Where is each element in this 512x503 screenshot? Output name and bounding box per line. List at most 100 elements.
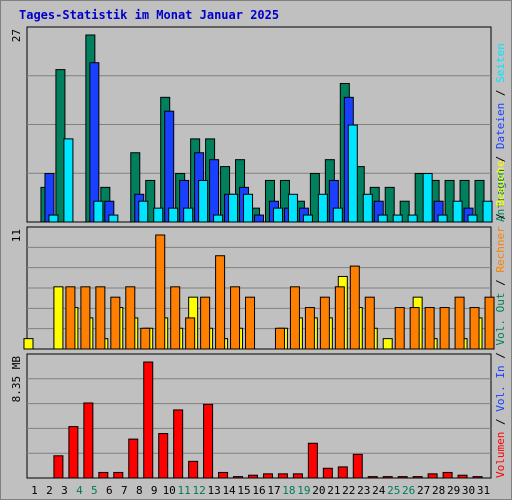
panel-3-scale-label: 8.35 MB — [10, 356, 23, 403]
bar-rechner-day-15 — [245, 296, 256, 350]
bar-seiten-day-30 — [467, 214, 478, 223]
bar-seiten-day-20 — [317, 193, 328, 223]
bar-seiten-day-23 — [362, 193, 373, 223]
bar-rechner-day-31 — [484, 296, 495, 350]
bar-rechner-day-7 — [125, 286, 136, 350]
bar-seiten-day-19 — [302, 214, 313, 223]
bar-rechner-day-27 — [424, 307, 435, 350]
bar-rechner-day-18 — [289, 286, 300, 350]
right-legend-panel-2-3: Volumen / Vol. In / Vol. Out / Rechner /… — [494, 160, 507, 478]
bar-volumen-day-23 — [352, 453, 363, 479]
bar-dateien-day-13 — [209, 159, 220, 223]
chart-title: Tages-Statistik im Monat Januar 2025 — [19, 8, 279, 22]
x-tick-label: 5 — [91, 484, 98, 497]
bar-rechner-day-14 — [230, 286, 241, 350]
bar-rechner-day-12 — [200, 296, 211, 350]
bar-besuche-day-25 — [382, 338, 393, 350]
bar-seiten-day-22 — [347, 124, 358, 223]
bar-seiten-day-10 — [168, 207, 179, 223]
x-tick-label: 9 — [151, 484, 158, 497]
legend-separator: / — [494, 206, 507, 226]
x-tick-label: 20 — [312, 484, 325, 497]
legend-separator: / — [494, 273, 507, 293]
panel-2-scale-label: 11 — [10, 229, 23, 242]
bar-volumen-day-8 — [128, 438, 139, 479]
bar-seiten-day-15 — [243, 193, 254, 223]
bar-rechner-day-6 — [110, 296, 121, 350]
bar-volumen-day-21 — [322, 467, 333, 479]
bar-volumen-day-29 — [442, 471, 453, 479]
bar-seiten-day-5 — [93, 200, 104, 223]
x-tick-label: 15 — [237, 484, 250, 497]
bar-volumen-day-3 — [53, 455, 64, 479]
bar-volumen-day-20 — [307, 442, 318, 479]
bar-volumen-day-25 — [382, 476, 393, 479]
bar-volumen-day-6 — [98, 471, 109, 479]
x-tick-label: 6 — [106, 484, 113, 497]
panel-1-scale-label: 27 — [10, 29, 23, 42]
bar-rechner-day-5 — [95, 286, 106, 350]
bar-rechner-day-11 — [185, 317, 196, 350]
bar-seiten-day-18 — [287, 193, 298, 223]
bar-rechner-day-21 — [334, 286, 345, 350]
x-tick-label: 29 — [447, 484, 460, 497]
x-tick-label: 17 — [267, 484, 280, 497]
legend-item: Rechner — [494, 226, 507, 273]
legend-item: Vol. Out — [494, 293, 507, 346]
x-tick-label: 10 — [163, 484, 176, 497]
bar-rechner-day-4 — [80, 286, 91, 350]
bar-seiten-day-29 — [452, 200, 463, 223]
panel-2: 11 — [10, 226, 495, 350]
bar-rechner-day-28 — [439, 307, 450, 350]
bar-seiten-day-14 — [228, 193, 239, 223]
bar-anfragen-day-25 — [384, 186, 395, 223]
x-tick-label: 16 — [252, 484, 265, 497]
bar-volumen-day-13 — [203, 403, 214, 479]
bar-rechner-day-10 — [170, 286, 181, 350]
bar-seiten-day-8 — [138, 200, 149, 223]
x-tick-label: 18 — [282, 484, 295, 497]
panel-1: 27 — [10, 26, 493, 223]
x-tick-label: 12 — [193, 484, 206, 497]
bar-besuche-day-3 — [53, 286, 64, 350]
bar-seiten-day-21 — [332, 207, 343, 223]
bar-dateien-day-5 — [89, 62, 100, 223]
legend-item: Vol. In — [494, 365, 507, 411]
x-tick-label: 1 — [31, 484, 38, 497]
bar-rechner-day-20 — [319, 296, 330, 350]
bar-rechner-day-8 — [140, 327, 151, 350]
panel-3-plot-area — [26, 353, 492, 479]
x-tick-label: 31 — [477, 484, 490, 497]
x-tick-label: 2 — [46, 484, 53, 497]
bar-rechner-day-9 — [155, 234, 166, 350]
bar-besuche-day-1 — [23, 338, 34, 350]
bar-volumen-day-27 — [412, 476, 423, 479]
bar-rechner-day-3 — [65, 286, 76, 350]
bar-volumen-day-16 — [248, 474, 258, 479]
legend-item: Anfragen — [494, 169, 507, 222]
bar-seiten-day-17 — [272, 207, 283, 223]
bar-seiten-day-26 — [407, 214, 418, 223]
bar-seiten-day-28 — [437, 214, 448, 223]
x-tick-label: 7 — [121, 484, 128, 497]
bar-volumen-day-31 — [472, 476, 483, 479]
legend-item: Dateien — [494, 103, 507, 149]
legend-item: Besuche — [494, 160, 507, 206]
bar-volumen-day-14 — [218, 471, 229, 479]
x-tick-label: 30 — [462, 484, 475, 497]
bar-volumen-day-28 — [427, 473, 438, 479]
x-tick-label: 8 — [136, 484, 143, 497]
bar-rechner-day-17 — [274, 327, 285, 350]
legend-item: Volumen — [494, 432, 507, 478]
x-tick-label: 13 — [207, 484, 220, 497]
bar-volumen-day-30 — [457, 474, 468, 479]
x-tick-label: 26 — [402, 484, 415, 497]
bar-rechner-day-29 — [454, 296, 465, 350]
x-tick-label: 23 — [357, 484, 370, 497]
bar-volumen-day-17 — [262, 473, 273, 479]
x-tick-label: 24 — [372, 484, 386, 497]
bar-rechner-day-23 — [364, 296, 375, 350]
bar-volumen-day-15 — [233, 476, 244, 479]
x-tick-label: 14 — [222, 484, 236, 497]
x-tick-label: 11 — [178, 484, 191, 497]
